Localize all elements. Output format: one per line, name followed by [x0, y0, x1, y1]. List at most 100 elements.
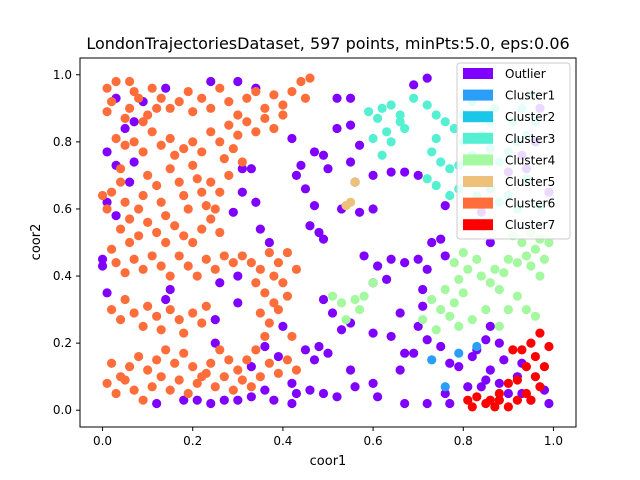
cluster7-point	[494, 395, 504, 405]
legend-label-outlier: Outlier	[505, 67, 546, 81]
cluster6-point	[129, 254, 139, 264]
cluster6-point	[237, 157, 247, 167]
cluster6-point	[224, 97, 234, 107]
cluster6-point	[174, 375, 184, 385]
cluster6-point	[251, 345, 261, 355]
outlier-point	[237, 187, 247, 197]
x-tick-label: 1.0	[544, 434, 563, 448]
cluster7-point	[521, 362, 532, 372]
cluster6-point	[120, 197, 130, 207]
cluster6-point	[183, 204, 193, 214]
outlier-point	[422, 398, 432, 409]
cluster7-point	[494, 388, 504, 399]
outlier-point	[485, 237, 495, 248]
cluster6-point	[165, 133, 175, 144]
cluster3-point	[377, 150, 387, 160]
cluster7-point	[503, 378, 513, 388]
legend-label-cluster1: Cluster1	[505, 89, 555, 103]
cluster3-point	[409, 93, 419, 103]
outlier-point	[314, 227, 324, 238]
outlier-point	[386, 254, 396, 264]
chart-title: LondonTrajectoriesDataset, 597 points, m…	[86, 34, 569, 53]
y-tick-label: 0.4	[53, 269, 72, 283]
x-tick-label: 0.6	[364, 434, 383, 448]
outlier-point	[233, 76, 243, 87]
cluster6-point	[138, 321, 148, 331]
cluster3-point	[395, 117, 405, 127]
cluster6-point	[106, 97, 117, 107]
outlier-point	[400, 258, 410, 268]
cluster6-point	[224, 120, 234, 130]
outlier-point	[494, 338, 504, 348]
cluster6-point	[174, 177, 184, 187]
cluster6-point	[152, 355, 162, 365]
outlier-point	[206, 76, 216, 87]
legend-swatch-cluster7	[463, 219, 493, 231]
x-axis: 0.0 0.2 0.4 0.6 0.8 1.0	[93, 427, 563, 448]
outlier-point	[233, 395, 243, 405]
outlier-point	[476, 382, 486, 392]
cluster7-point	[535, 328, 545, 338]
legend-box	[456, 62, 571, 240]
outlier-point	[359, 251, 369, 261]
cluster4-point	[521, 251, 532, 261]
cluster1-point	[454, 348, 464, 358]
cluster6-point	[264, 247, 274, 258]
cluster3-point	[377, 103, 387, 113]
outlier-point	[400, 348, 410, 358]
outlier-point	[300, 345, 311, 355]
legend-swatch-outlier	[463, 68, 493, 79]
cluster7-point	[526, 395, 536, 405]
outlier-point	[454, 362, 464, 372]
outlier-point	[260, 341, 270, 352]
cluster6-point	[165, 103, 175, 113]
outlier-point	[368, 328, 378, 338]
outlier-point	[314, 341, 324, 352]
cluster4-point	[445, 311, 455, 321]
outlier-point	[395, 308, 405, 318]
cluster6-point	[287, 86, 297, 97]
cluster6-point	[237, 251, 247, 261]
points-layer	[97, 73, 554, 412]
cluster6-point	[305, 73, 315, 83]
cluster4-point	[350, 294, 360, 305]
cluster6-point	[120, 294, 130, 305]
cluster6-point	[161, 211, 171, 221]
cluster6-point	[106, 244, 117, 254]
cluster6-point	[102, 378, 112, 388]
y-axis-label: coor2	[29, 224, 44, 261]
outlier-point	[120, 123, 130, 134]
outlier-point	[345, 120, 356, 130]
cluster4-point	[341, 315, 351, 325]
cluster3-point	[422, 100, 432, 110]
outlier-point	[318, 150, 329, 160]
cluster6-point	[273, 258, 283, 268]
cluster6-point	[143, 217, 153, 227]
cluster6-point	[170, 358, 180, 368]
cluster6-point	[242, 117, 252, 127]
cluster6-point	[233, 130, 243, 140]
outlier-point	[152, 398, 162, 409]
cluster6-point	[125, 362, 135, 372]
outlier-point	[305, 221, 315, 231]
outlier-point	[368, 378, 378, 388]
cluster4-point	[535, 271, 545, 281]
cluster6-point	[269, 90, 279, 100]
outlier-point	[463, 382, 473, 392]
cluster3-point	[400, 123, 410, 134]
cluster6-point	[102, 107, 112, 117]
cluster6-point	[115, 224, 126, 234]
cluster6-point	[170, 221, 180, 231]
outlier-point	[300, 184, 311, 194]
outlier-point	[129, 117, 139, 127]
outlier-point	[427, 237, 437, 248]
cluster6-point	[224, 355, 234, 365]
cluster6-point	[152, 180, 162, 191]
cluster6-point	[102, 83, 112, 93]
outlier-point	[345, 365, 356, 375]
cluster6-point	[120, 113, 130, 123]
outlier-point	[332, 392, 342, 402]
cluster6-point	[228, 143, 238, 154]
cluster6-point	[156, 325, 166, 335]
cluster4-point	[427, 294, 437, 305]
